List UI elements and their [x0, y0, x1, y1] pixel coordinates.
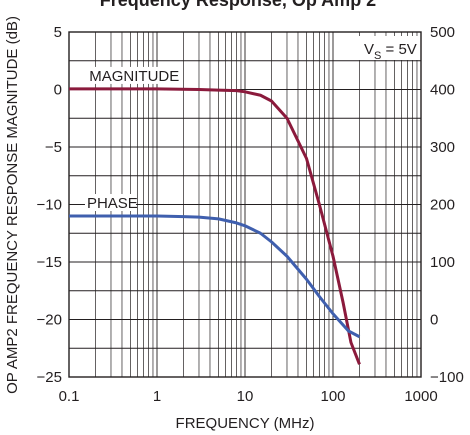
y-tick-label: −20 [37, 312, 62, 329]
y-tick-label: −5 [45, 139, 62, 156]
data-curves: MAGNITUDE PHASE [69, 66, 361, 365]
annotation-background [354, 36, 418, 60]
y-tick-label: −25 [37, 369, 62, 386]
x-tick-label: 100 [320, 388, 345, 405]
y2-tick-label: 500 [430, 24, 455, 41]
supply-voltage-annotation: VS = 5V [354, 36, 418, 62]
y-tick-label: −15 [37, 254, 62, 271]
x-axis-label: FREQUENCY (MHz) [176, 415, 315, 432]
y-tick-label: −10 [37, 197, 62, 214]
y2-tick-label: 100 [430, 254, 455, 271]
y-axis-label: OP AMP2 FREQUENCY RESPONSE MAGNITUDE (dB… [4, 16, 21, 394]
series-line-phase [69, 214, 361, 339]
x-tick-label: 1000 [404, 388, 437, 405]
x-tick-label: 10 [237, 388, 254, 405]
y2-tick-label: 300 [430, 139, 455, 156]
series-line-magnitude [69, 87, 361, 365]
annotation-text: VS = 5V [364, 41, 417, 62]
y2-tick-label: 400 [430, 82, 455, 99]
y2-tick-label: 0 [430, 312, 438, 329]
series-label-background [84, 194, 136, 211]
y2-tick-label: 200 [430, 197, 455, 214]
x-tick-label: 1 [153, 388, 161, 405]
x-tick-label: 0.1 [59, 388, 80, 405]
y-tick-label: 5 [54, 24, 62, 41]
y-tick-label: 0 [54, 82, 62, 99]
series-label-phase: PHASE [87, 195, 138, 212]
y2-tick-label: −100 [430, 369, 464, 386]
series-label-magnitude: MAGNITUDE [89, 68, 179, 85]
chart-title: Frequency Response, Op Amp 2 [100, 0, 376, 10]
tick-labels: 0.1 1 10 100 100050−5−10−15−20−2550040030020… [37, 24, 464, 405]
series-label-background [87, 66, 176, 84]
